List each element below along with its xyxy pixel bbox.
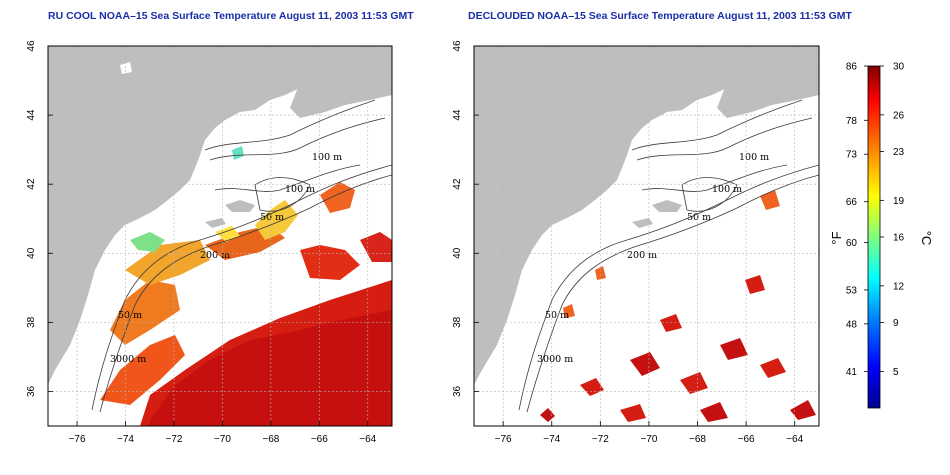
fahrenheit-unit-label: °F	[829, 231, 844, 244]
contour-label: 200 m	[200, 250, 230, 261]
right-sst-field	[540, 190, 816, 422]
contour-label: 3000 m	[110, 354, 146, 365]
temperature-colorbar: 30 26 23 19 16 12 9 5 86 78 73 66 60 53 48 41 °F °C	[829, 62, 934, 409]
latitude-tick-label: 38	[452, 316, 463, 328]
longitude-tick-label: −74	[117, 434, 134, 445]
fahrenheit-tick-label: 66	[846, 197, 858, 208]
contour-label: 3000 m	[537, 354, 573, 365]
right-map-title: DECLOUDED NOAA–15 Sea Surface Temperatur…	[468, 10, 852, 22]
fahrenheit-tick-label: 53	[846, 285, 858, 296]
fahrenheit-tick-label: 78	[846, 116, 858, 127]
celsius-unit-label: °C	[919, 231, 934, 246]
celsius-tick-label: 30	[893, 62, 905, 73]
fahrenheit-tick-label: 60	[846, 238, 858, 249]
latitude-tick-label: 40	[26, 247, 37, 259]
contour-label: 50 m	[545, 310, 569, 321]
longitude-tick-label: −76	[495, 434, 512, 445]
contour-label: 100 m	[712, 184, 742, 195]
longitude-tick-label: −70	[214, 434, 231, 445]
celsius-tick-label: 19	[893, 196, 905, 207]
celsius-tick-label: 12	[893, 281, 905, 292]
right-bathymetry-contours	[518, 99, 819, 413]
latitude-tick-label: 36	[452, 385, 463, 397]
contour-label: 100 m	[312, 152, 342, 163]
longitude-tick-label: −74	[543, 434, 560, 445]
latitude-tick-label: 42	[452, 178, 463, 190]
latitude-tick-label: 36	[26, 385, 37, 397]
celsius-tick-label: 26	[893, 110, 905, 121]
latitude-tick-label: 46	[26, 40, 37, 52]
latitude-tick-label: 42	[26, 178, 37, 190]
colorbar-ticks: 30 26 23 19 16 12 9 5 86 78 73 66 60 53 48 41	[846, 62, 905, 378]
contour-label: 50 m	[687, 212, 711, 223]
latitude-tick-label: 44	[26, 109, 37, 121]
longitude-tick-label: −68	[689, 434, 706, 445]
fahrenheit-tick-label: 48	[846, 319, 858, 330]
latitude-tick-label: 38	[26, 316, 37, 328]
right-axis-ticks: −76 −74 −72 −70 −68 −66 −64 36 38 40 42 44 46	[452, 40, 804, 445]
longitude-tick-label: −76	[69, 434, 86, 445]
left-map-panel: 100 m 100 m 50 m 200 m 50 m 3000 m −76 −7…	[26, 40, 393, 445]
celsius-tick-label: 9	[893, 318, 899, 329]
longitude-tick-label: −66	[311, 434, 328, 445]
contour-label: 100 m	[739, 152, 769, 163]
longitude-tick-label: −68	[262, 434, 279, 445]
right-map-panel: 100 m 100 m 50 m 200 m 50 m 3000 m −76 −7…	[452, 40, 820, 445]
right-map-frame	[473, 45, 820, 427]
longitude-tick-label: −72	[592, 434, 609, 445]
left-map-frame	[47, 45, 393, 427]
longitude-tick-label: −64	[359, 434, 376, 445]
left-contour-labels: 100 m 100 m 50 m 200 m 50 m 3000 m	[110, 152, 342, 365]
left-land	[48, 46, 392, 385]
fahrenheit-tick-label: 86	[846, 62, 858, 73]
longitude-tick-label: −64	[786, 434, 803, 445]
longitude-tick-label: −72	[165, 434, 182, 445]
contour-label: 100 m	[285, 184, 315, 195]
fahrenheit-tick-label: 73	[846, 150, 858, 161]
celsius-tick-label: 23	[893, 147, 905, 158]
left-bathymetry-contours	[91, 99, 392, 413]
left-graticule	[48, 45, 392, 426]
latitude-tick-label: 46	[452, 40, 463, 52]
fahrenheit-tick-label: 41	[846, 367, 858, 378]
celsius-tick-label: 16	[893, 233, 905, 244]
right-land	[474, 46, 819, 385]
contour-label: 50 m	[260, 212, 284, 223]
latitude-tick-label: 44	[452, 109, 463, 121]
celsius-tick-label: 5	[893, 367, 899, 378]
colorbar-gradient	[867, 65, 881, 409]
latitude-tick-label: 40	[452, 247, 463, 259]
longitude-tick-label: −66	[738, 434, 755, 445]
contour-label: 50 m	[118, 310, 142, 321]
contour-label: 200 m	[627, 250, 657, 261]
longitude-tick-label: −70	[640, 434, 657, 445]
left-map-title: RU COOL NOAA–15 Sea Surface Temperature …	[48, 10, 414, 22]
right-contour-labels: 100 m 100 m 50 m 200 m 50 m 3000 m	[537, 152, 769, 365]
left-axis-ticks: −76 −74 −72 −70 −68 −66 −64 36 38 40 42 44 46	[26, 40, 377, 445]
